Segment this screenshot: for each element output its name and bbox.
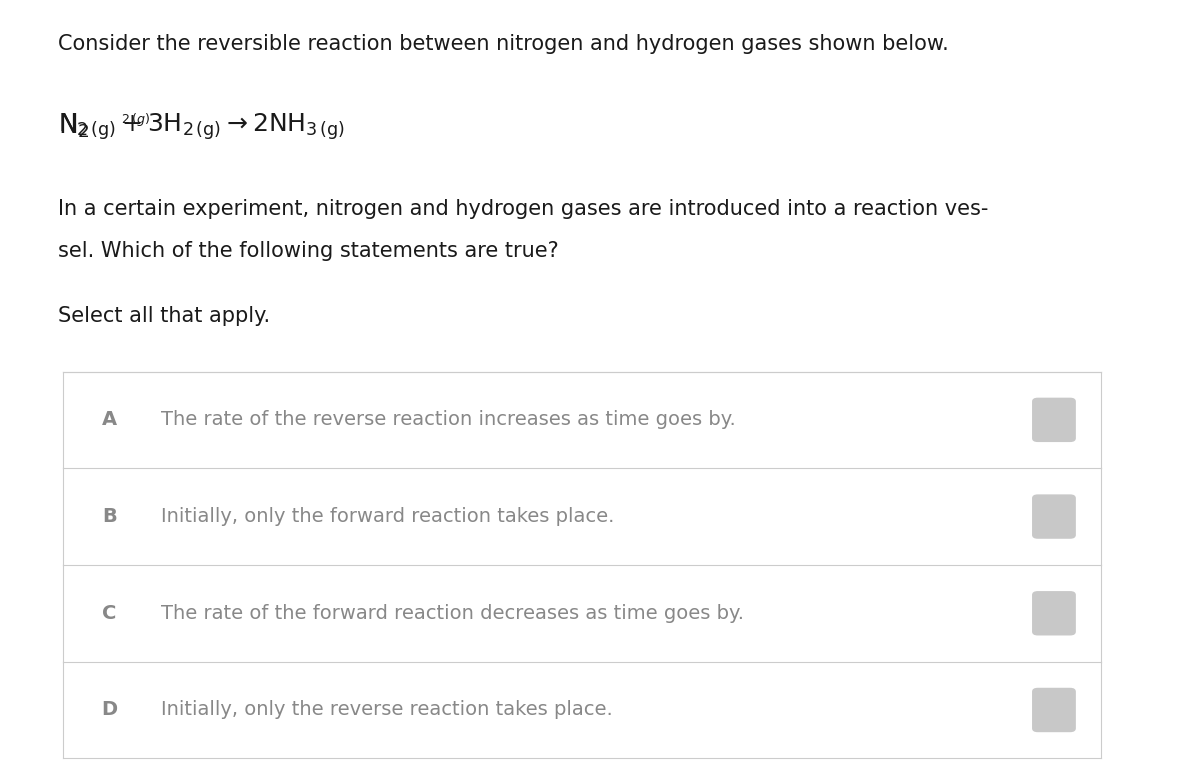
- FancyBboxPatch shape: [1032, 494, 1076, 538]
- Text: Initially, only the forward reaction takes place.: Initially, only the forward reaction tak…: [162, 507, 614, 526]
- Text: Consider the reversible reaction between nitrogen and hydrogen gases shown below: Consider the reversible reaction between…: [58, 34, 948, 54]
- Text: The rate of the forward reaction decreases as time goes by.: The rate of the forward reaction decreas…: [162, 604, 744, 623]
- Text: C: C: [102, 604, 116, 623]
- Text: $\mathit{_{2\,(g)}}$: $\mathit{_{2\,(g)}}$: [121, 111, 150, 129]
- Text: B: B: [102, 507, 116, 526]
- Text: Select all that apply.: Select all that apply.: [58, 306, 270, 326]
- Text: D: D: [102, 700, 118, 719]
- Text: $\mathrm{N_2}$: $\mathrm{N_2}$: [58, 111, 90, 139]
- Text: $\mathrm{N_{2\,(g)} + 3H_{2\,(g)} \rightarrow 2NH_{3\,(g)}}$: $\mathrm{N_{2\,(g)} + 3H_{2\,(g)} \right…: [58, 111, 344, 142]
- Text: The rate of the reverse reaction increases as time goes by.: The rate of the reverse reaction increas…: [162, 411, 736, 430]
- FancyBboxPatch shape: [64, 372, 1102, 468]
- FancyBboxPatch shape: [1032, 591, 1076, 636]
- FancyBboxPatch shape: [64, 662, 1102, 758]
- FancyBboxPatch shape: [64, 565, 1102, 662]
- Text: In a certain experiment, nitrogen and hydrogen gases are introduced into a react: In a certain experiment, nitrogen and hy…: [58, 199, 988, 219]
- FancyBboxPatch shape: [1032, 398, 1076, 442]
- Text: sel. Which of the following statements are true?: sel. Which of the following statements a…: [58, 241, 558, 261]
- FancyBboxPatch shape: [1032, 688, 1076, 732]
- Text: Initially, only the reverse reaction takes place.: Initially, only the reverse reaction tak…: [162, 700, 613, 719]
- Text: A: A: [102, 411, 118, 430]
- FancyBboxPatch shape: [64, 468, 1102, 565]
